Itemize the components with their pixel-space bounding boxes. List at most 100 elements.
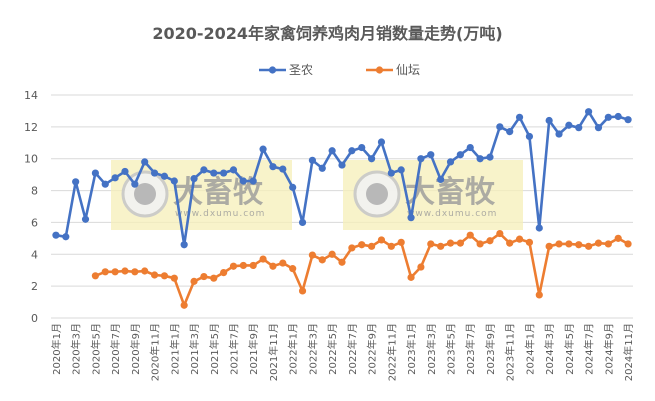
data-point	[515, 235, 524, 243]
data-point	[367, 155, 376, 163]
x-tick-label: 2021年9月	[247, 323, 260, 375]
data-point	[289, 183, 297, 191]
x-tick-label: 2021年3月	[188, 323, 201, 375]
data-point	[525, 238, 534, 246]
data-point	[456, 239, 464, 247]
data-point	[397, 166, 405, 174]
data-point	[210, 274, 218, 282]
data-point	[348, 244, 356, 252]
data-point	[456, 151, 464, 159]
data-point	[328, 250, 336, 258]
data-point	[486, 237, 494, 245]
data-point	[594, 239, 603, 247]
y-axis: 0 2 4 6 8 10 12 14	[24, 89, 38, 325]
data-point	[338, 258, 346, 266]
x-tick-label: 2024年11月	[622, 323, 635, 381]
y-tick-label: 8	[31, 185, 38, 198]
data-point	[466, 143, 474, 152]
data-point	[575, 124, 583, 132]
series-lines	[52, 108, 632, 309]
data-point	[269, 262, 277, 270]
data-point	[229, 166, 238, 174]
data-point	[348, 147, 356, 155]
data-point	[190, 175, 198, 183]
data-point	[387, 242, 395, 250]
data-point	[298, 218, 307, 227]
data-point	[170, 177, 178, 185]
x-tick-label: 2020年5月	[89, 323, 102, 375]
x-tick-label: 2022年3月	[306, 323, 319, 375]
data-point	[604, 113, 612, 121]
data-point	[289, 265, 297, 273]
series-xiantan	[91, 229, 632, 309]
data-point	[150, 169, 159, 177]
data-point	[298, 287, 307, 295]
data-point	[437, 175, 445, 184]
legend: 圣农 仙坛	[259, 63, 420, 77]
x-tick-label: 2023年9月	[484, 323, 497, 375]
data-point	[535, 291, 543, 299]
data-point	[210, 169, 218, 177]
y-tick-label: 10	[24, 153, 38, 166]
data-point	[565, 121, 573, 129]
data-point	[308, 251, 317, 259]
data-point	[466, 231, 474, 239]
y-tick-label: 4	[31, 248, 38, 261]
x-tick-label: 2020年1月	[50, 323, 63, 375]
data-point	[358, 241, 366, 249]
data-point	[585, 108, 593, 116]
data-point	[200, 166, 208, 174]
svg-text:www.dxumu.com: www.dxumu.com	[175, 209, 265, 219]
x-tick-label: 2021年7月	[227, 323, 240, 375]
data-point	[318, 164, 326, 172]
x-tick-label: 2020年11月	[149, 323, 162, 381]
data-point	[377, 138, 386, 146]
data-point	[180, 301, 188, 309]
data-point	[476, 155, 484, 163]
data-point	[229, 262, 238, 270]
y-tick-label: 2	[31, 280, 38, 293]
x-tick-label: 2021年1月	[168, 323, 181, 375]
data-point	[604, 240, 612, 248]
data-point	[555, 240, 563, 248]
data-point	[407, 273, 415, 281]
data-point	[594, 124, 603, 132]
data-point	[506, 239, 514, 247]
data-point	[141, 158, 149, 166]
data-point	[141, 267, 149, 275]
data-point	[131, 180, 139, 188]
x-tick-label: 2022年9月	[366, 323, 379, 375]
data-point	[367, 242, 376, 250]
data-point	[476, 240, 484, 248]
svg-text:圣农: 圣农	[289, 63, 313, 77]
data-point	[121, 267, 129, 275]
data-point	[486, 153, 494, 161]
data-point	[91, 272, 99, 280]
x-tick-label: 2024年3月	[543, 323, 556, 375]
data-point	[269, 163, 277, 171]
legend-item: 圣农	[259, 63, 313, 77]
data-point	[259, 145, 267, 153]
data-point	[417, 263, 425, 271]
data-point	[160, 272, 169, 280]
data-point	[160, 172, 169, 180]
data-point	[220, 169, 228, 177]
data-point	[496, 229, 504, 238]
data-point	[545, 242, 553, 250]
data-point	[358, 143, 366, 152]
data-point	[427, 240, 435, 248]
data-point	[318, 256, 326, 264]
data-point	[338, 161, 346, 169]
x-tick-label: 2021年5月	[208, 323, 221, 375]
gridlines	[51, 94, 633, 319]
data-point	[259, 255, 267, 263]
data-point	[170, 274, 178, 282]
svg-text:www.dxumu.com: www.dxumu.com	[407, 209, 497, 219]
x-tick-label: 2020年3月	[70, 323, 83, 375]
y-tick-label: 14	[24, 89, 38, 102]
data-point	[624, 116, 632, 124]
data-point	[575, 241, 583, 249]
x-tick-label: 2022年7月	[346, 323, 359, 375]
data-point	[446, 158, 455, 166]
